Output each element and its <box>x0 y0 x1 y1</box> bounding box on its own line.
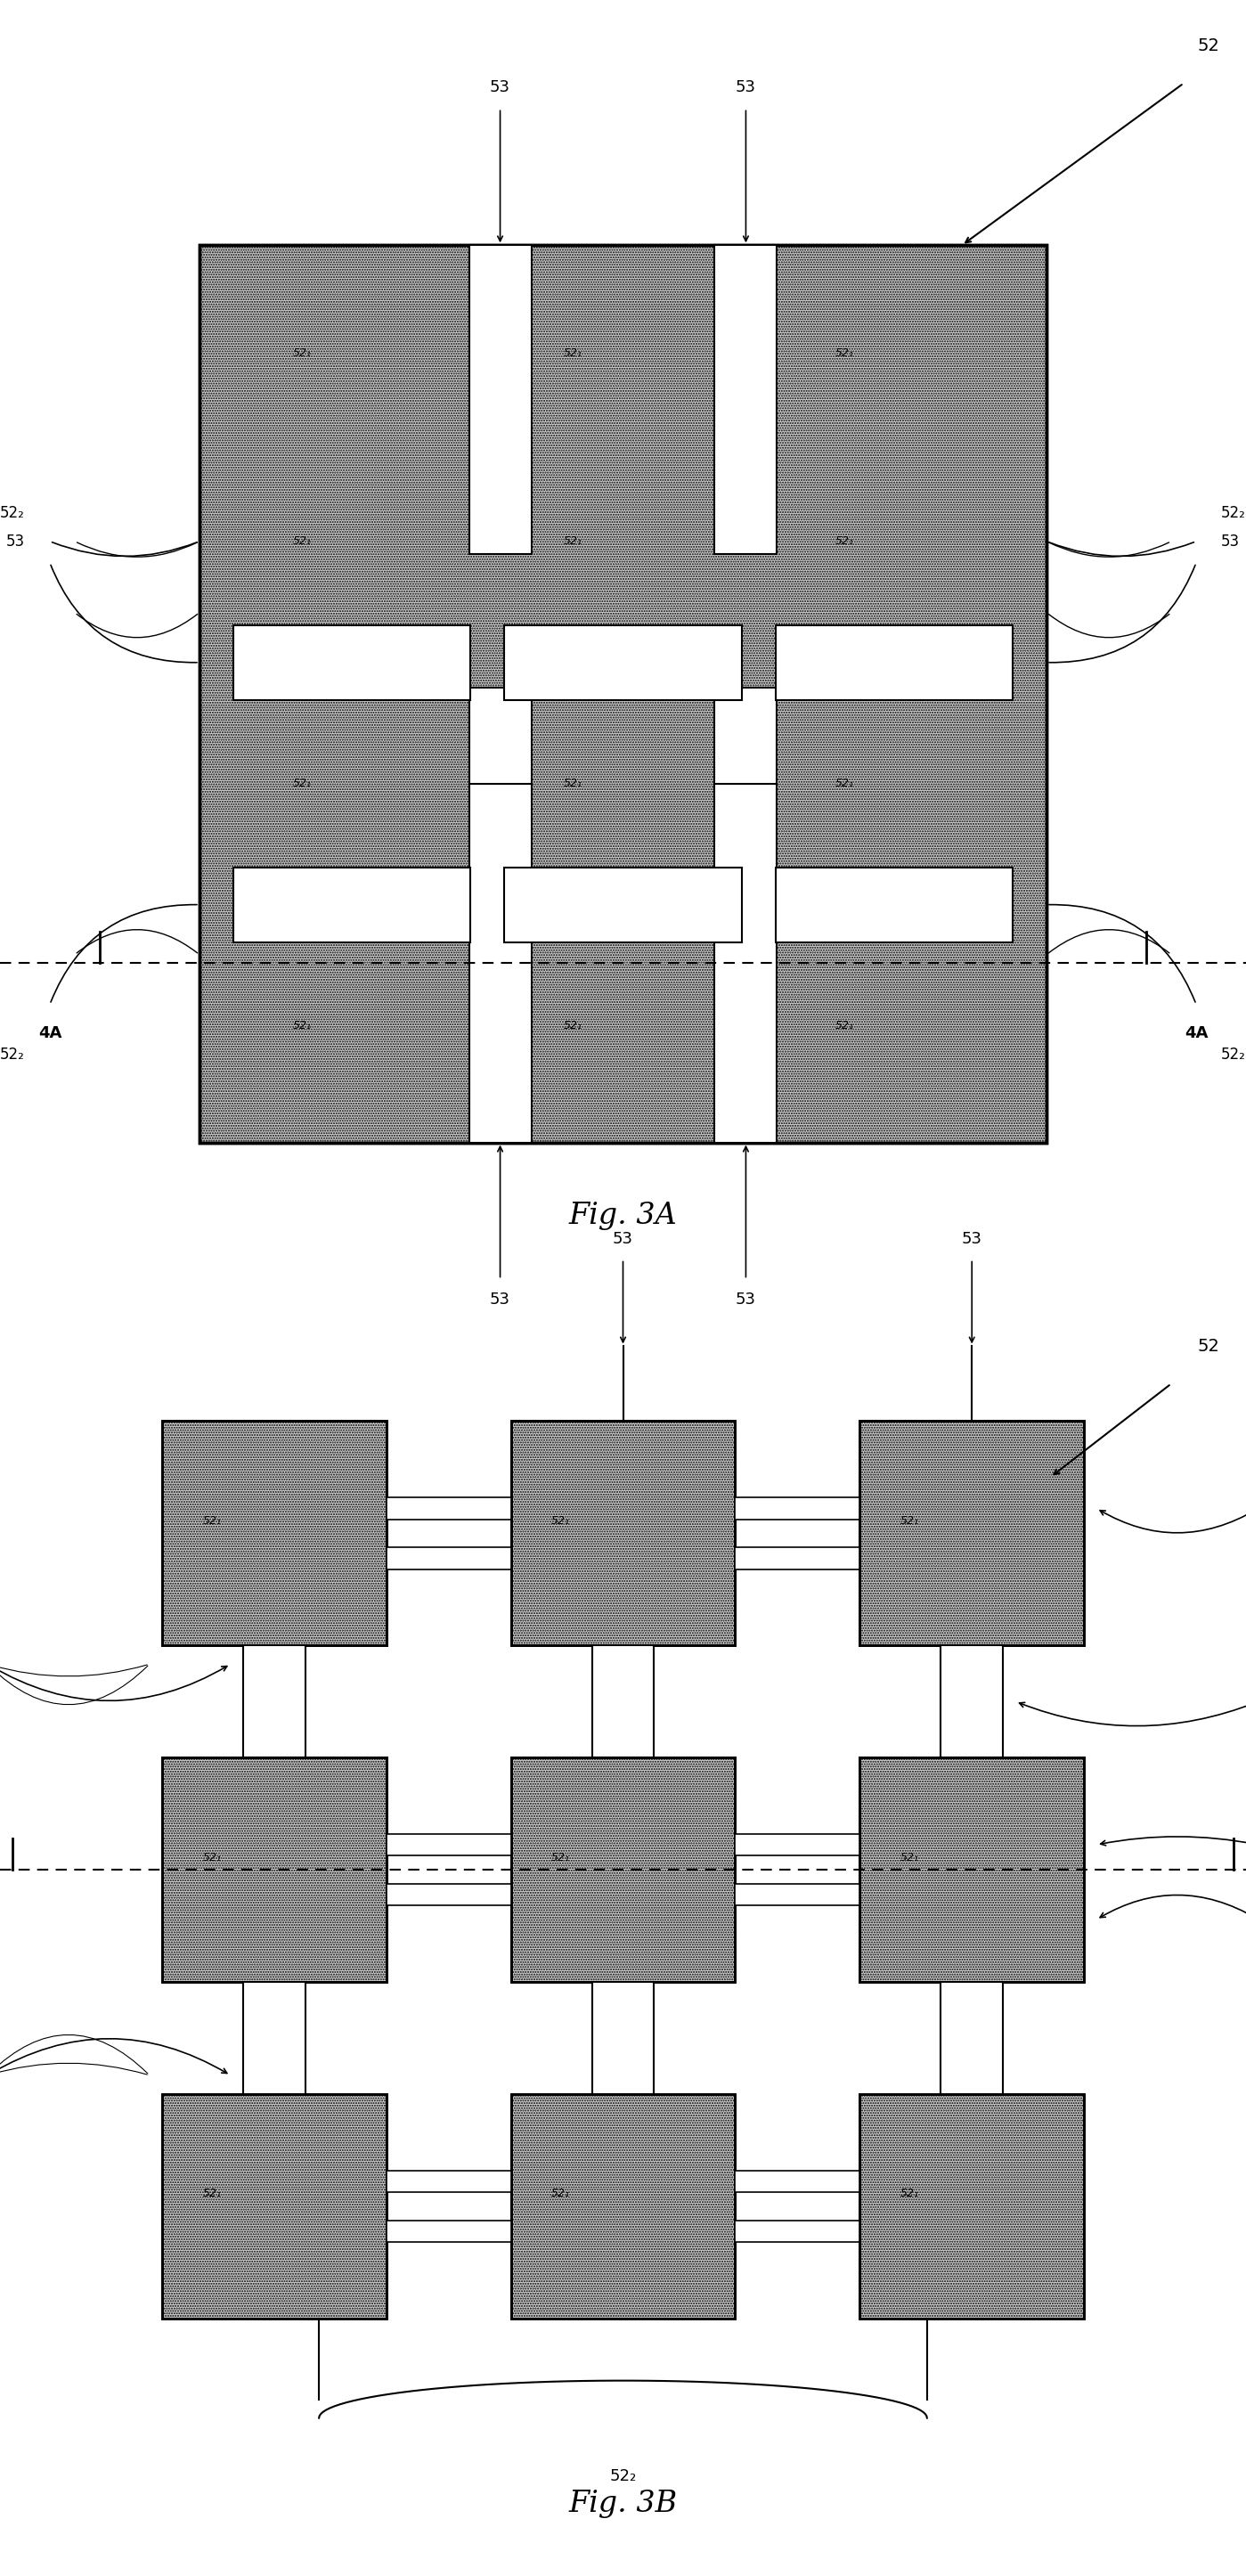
Text: 4A: 4A <box>1185 1025 1207 1041</box>
Bar <box>162 1757 386 1981</box>
Text: 52₂: 52₂ <box>0 1046 25 1061</box>
Bar <box>243 1646 305 1757</box>
Text: 52₂: 52₂ <box>0 505 25 520</box>
Bar <box>511 2094 735 2318</box>
Text: 52: 52 <box>1197 1337 1220 1355</box>
Bar <box>511 2094 735 2318</box>
Text: 53: 53 <box>490 1293 511 1309</box>
Bar <box>941 1981 1003 2094</box>
Text: 52₁: 52₁ <box>293 1020 312 1030</box>
Bar <box>386 2172 511 2192</box>
Text: 52₁: 52₁ <box>293 348 312 358</box>
Text: 52₁: 52₁ <box>202 1852 222 1862</box>
Bar <box>735 1883 860 1906</box>
Bar <box>468 245 531 554</box>
Text: Fig. 3A: Fig. 3A <box>568 1200 678 1229</box>
Bar <box>468 783 531 1141</box>
Text: 52₁: 52₁ <box>551 2187 571 2200</box>
Bar <box>775 868 1013 943</box>
Bar <box>162 1422 386 1646</box>
Text: 52₁: 52₁ <box>900 1515 920 1528</box>
Bar <box>735 1497 860 1520</box>
Bar <box>162 1422 386 1646</box>
Text: 52₁: 52₁ <box>293 778 312 788</box>
Bar <box>735 2172 860 2192</box>
Text: 53: 53 <box>735 80 756 95</box>
Text: Fig. 3B: Fig. 3B <box>568 2488 678 2517</box>
Bar <box>860 1757 1084 1981</box>
Text: 52₁: 52₁ <box>835 536 854 546</box>
Text: 52₁: 52₁ <box>563 348 583 358</box>
Bar <box>386 2221 511 2241</box>
Text: 53: 53 <box>490 80 511 95</box>
Bar <box>162 2094 386 2318</box>
Bar <box>511 1757 735 1981</box>
Bar <box>162 1757 386 1981</box>
Bar <box>162 2094 386 2318</box>
Text: 52₁: 52₁ <box>563 536 583 546</box>
Bar <box>775 626 1013 701</box>
Text: 52: 52 <box>1197 39 1220 54</box>
Bar <box>592 1646 654 1757</box>
Bar <box>860 1422 1084 1646</box>
Bar <box>468 688 531 796</box>
Text: 52₂: 52₂ <box>609 2468 637 2483</box>
Text: 53: 53 <box>613 1231 633 1247</box>
Text: 52₂: 52₂ <box>1221 1046 1246 1061</box>
Bar <box>735 1548 860 1569</box>
Bar <box>860 1422 1084 1646</box>
Bar <box>505 626 741 701</box>
Text: 52₁: 52₁ <box>835 348 854 358</box>
Text: 53: 53 <box>6 533 25 549</box>
Text: 52₁: 52₁ <box>551 1515 571 1528</box>
Bar <box>243 1981 305 2094</box>
Bar <box>386 1883 511 1906</box>
Bar <box>735 1834 860 1855</box>
Bar <box>735 2221 860 2241</box>
Text: 4A: 4A <box>39 1025 61 1041</box>
Bar <box>860 2094 1084 2318</box>
Text: 53: 53 <box>1221 533 1240 549</box>
Text: 52₁: 52₁ <box>551 1852 571 1862</box>
Bar <box>386 1497 511 1520</box>
Bar <box>505 868 741 943</box>
Text: 53: 53 <box>735 1293 756 1309</box>
Bar <box>386 1834 511 1855</box>
Bar <box>715 688 778 796</box>
Bar <box>233 868 471 943</box>
Text: 52₁: 52₁ <box>835 1020 854 1030</box>
Bar <box>715 245 778 554</box>
Bar <box>386 1548 511 1569</box>
Bar <box>592 1981 654 2094</box>
Text: 52₂: 52₂ <box>1221 505 1246 520</box>
Text: 52₁: 52₁ <box>202 2187 222 2200</box>
Text: 52₁: 52₁ <box>563 1020 583 1030</box>
Bar <box>511 1422 735 1646</box>
Bar <box>199 245 1047 1141</box>
Text: 52₁: 52₁ <box>900 1852 920 1862</box>
Text: 52₁: 52₁ <box>900 2187 920 2200</box>
Bar <box>941 1646 1003 1757</box>
Bar <box>511 1422 735 1646</box>
Bar <box>199 245 1047 1141</box>
Text: 52₁: 52₁ <box>563 778 583 788</box>
Text: 52₁: 52₁ <box>293 536 312 546</box>
Text: 53: 53 <box>962 1231 982 1247</box>
Bar <box>860 1757 1084 1981</box>
Text: 52₁: 52₁ <box>202 1515 222 1528</box>
Text: 52₁: 52₁ <box>835 778 854 788</box>
Bar <box>233 626 471 701</box>
Bar <box>511 1757 735 1981</box>
Bar <box>860 2094 1084 2318</box>
Bar <box>715 783 778 1141</box>
